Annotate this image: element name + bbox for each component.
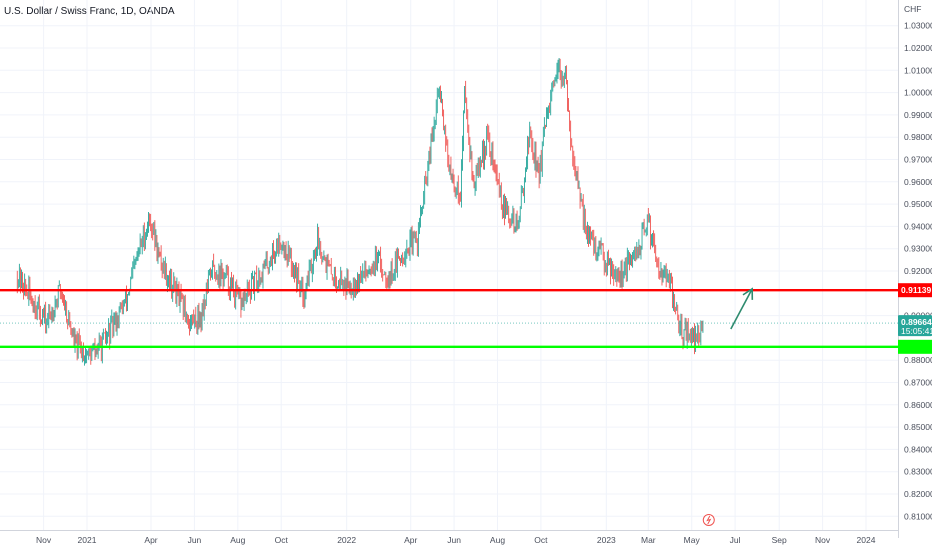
candles-layer: [16, 57, 704, 366]
y-tick-label: 1.03000: [904, 21, 932, 31]
y-tick-label: 0.97000: [904, 155, 932, 165]
axis-corner: [895, 538, 932, 550]
x-tick-label: Oct: [275, 535, 289, 545]
x-tick-label: Mar: [641, 535, 656, 545]
level-price-tag: [898, 339, 932, 354]
levels-layer: [0, 289, 898, 349]
y-tick-label: 0.83000: [904, 467, 932, 477]
y-tick-label: 0.96000: [904, 177, 932, 187]
marker-layer: [702, 514, 715, 526]
arrow-shaft[interactable]: [730, 288, 753, 330]
x-tick-label: 2022: [337, 535, 356, 545]
currency-unit-label: CHF: [904, 4, 921, 14]
x-tick-label: Nov: [36, 535, 52, 545]
y-tick-label: 0.87000: [904, 378, 932, 388]
x-tick-label: Apr: [144, 535, 157, 545]
y-tick-label: 0.94000: [904, 221, 932, 231]
x-tick-label: Apr: [404, 535, 417, 545]
x-tick-label: Jun: [447, 535, 461, 545]
y-tick-label: 0.81000: [904, 511, 932, 521]
x-tick-label: Aug: [230, 535, 245, 545]
y-tick-label: 0.95000: [904, 199, 932, 209]
y-tick-label: 0.86000: [904, 400, 932, 410]
x-tick-label: Oct: [534, 535, 548, 545]
countdown-label: 15:05:41: [901, 326, 932, 336]
y-tick-label: 0.92000: [904, 266, 932, 276]
level-price-tag: [898, 283, 932, 298]
current-price-label: 0.89664: [901, 317, 932, 327]
y-tick-label: 0.82000: [904, 489, 932, 499]
chart-title: U.S. Dollar / Swiss Franc, 1D, OANDA: [4, 6, 175, 17]
projection-arrow[interactable]: [730, 287, 754, 330]
grid-layer: [0, 0, 898, 530]
x-tick-label: May: [684, 535, 701, 545]
y-tick-label: 1.01000: [904, 65, 932, 75]
x-tick-label: Nov: [815, 535, 831, 545]
x-tick-label: 2021: [78, 535, 97, 545]
arrow-head[interactable]: [742, 287, 754, 300]
y-tick-label: 0.84000: [904, 444, 932, 454]
y-tick-label: 0.99000: [904, 110, 932, 120]
y-tick-label: 1.02000: [904, 43, 932, 53]
y-tick-label: 0.85000: [904, 422, 932, 432]
y-tick-label: 0.93000: [904, 244, 932, 254]
lightning-icon: [706, 515, 712, 525]
current-price-tag: [898, 315, 932, 337]
y-tick-label: 0.88000: [904, 355, 932, 365]
x-tick-label: Jun: [188, 535, 202, 545]
y-tick-label: 0.98000: [904, 132, 932, 142]
y-tick-label: 1.00000: [904, 88, 932, 98]
x-tick-label: 2024: [857, 535, 876, 545]
x-tick-label: Sep: [772, 535, 787, 545]
x-tick-label: Jul: [730, 535, 741, 545]
x-tick-label: 2023: [597, 535, 616, 545]
level-price-label: 0.91139: [901, 285, 932, 295]
x-tick-label: Aug: [490, 535, 505, 545]
